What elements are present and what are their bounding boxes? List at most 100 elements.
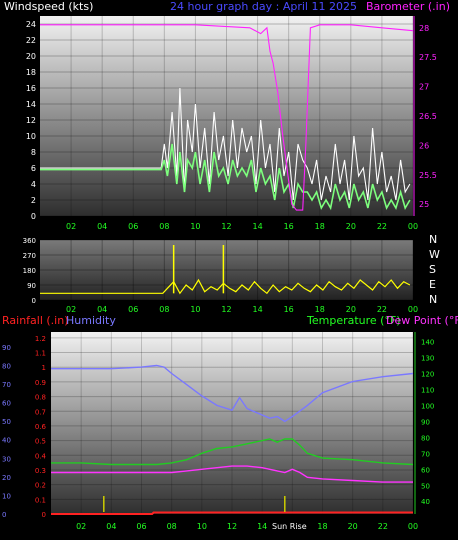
dir-y-tick: 90 — [27, 282, 36, 290]
panel2-plot — [40, 245, 411, 295]
wind-y-tick: 12 — [26, 116, 36, 125]
wind-y-tick: 6 — [31, 164, 36, 173]
humidity-y-tick: 0 — [2, 511, 6, 519]
temp-y-tick: 100 — [421, 402, 434, 410]
x-tick-label: 04 — [97, 305, 107, 314]
x-tick-label: 08 — [167, 522, 177, 531]
x-tick-label: 12 — [221, 305, 231, 314]
dewpoint-axis-label: Dew Point (°F) — [386, 314, 458, 327]
x-tick-label: 00 — [408, 222, 418, 231]
wind-y-tick: 20 — [26, 52, 36, 61]
direction-series-line — [40, 278, 411, 295]
baro-y-tick: 27.5 — [419, 53, 437, 62]
wind-y-tick: 14 — [26, 100, 36, 109]
x-tick-label: 06 — [128, 222, 138, 231]
wind-y-tick: 16 — [26, 84, 36, 93]
windspeed-axis-label: Windspeed (kts) — [4, 0, 93, 13]
sunrise-annotation: Sun Rise — [272, 522, 307, 531]
panel3-axes: 0 0.1 0.2 0.3 0.4 0.5 0.6 0.7 0.8 0.9 1 1.1 1.2 0 10 20… — [2, 332, 434, 519]
humidity-y-tick: 90 — [2, 344, 11, 352]
humidity-series-line — [51, 364, 414, 423]
panel2-axes: 0 90 180 270 360 — [23, 237, 36, 305]
rain-y-tick: 0.6 — [35, 423, 47, 431]
x-tick-label: 14 — [252, 222, 262, 231]
x-tick-label: 20 — [346, 222, 356, 231]
x-tick-label: 06 — [136, 522, 146, 531]
panel2-background — [40, 240, 413, 300]
x-tick-label: 10 — [190, 222, 200, 231]
x-tick-label: 14 — [252, 305, 262, 314]
panel1-axes: 0246810121416182022242525.52626.52727.52… — [26, 16, 437, 221]
x-tick-label: 06 — [128, 305, 138, 314]
dir-y-tick: 270 — [23, 252, 36, 260]
temp-y-tick: 130 — [421, 355, 434, 363]
humidity-y-tick: 50 — [2, 418, 11, 426]
rain-y-tick: 0.5 — [35, 438, 46, 446]
x-tick-label: 22 — [377, 222, 387, 231]
rain-y-tick: 0 — [42, 511, 46, 519]
wind-y-tick: 24 — [26, 20, 36, 29]
x-tick-label: 04 — [106, 522, 116, 531]
rain-y-tick: 1.1 — [35, 350, 46, 358]
humidity-y-tick: 10 — [2, 492, 11, 500]
x-tick-label: 02 — [76, 522, 86, 531]
wind-series-line — [40, 143, 411, 211]
temp-y-tick: 110 — [421, 386, 434, 394]
wind-y-tick: 0 — [31, 212, 36, 221]
temp-y-tick: 40 — [421, 498, 430, 506]
baro-y-tick: 25.5 — [419, 171, 437, 180]
humidity-y-tick: 80 — [2, 362, 11, 370]
wind-y-tick: 22 — [26, 36, 36, 45]
x-tick-label: 02 — [66, 222, 76, 231]
humidity-y-tick: 60 — [2, 400, 11, 408]
baro-y-tick: 28 — [419, 24, 429, 33]
panel3-background — [51, 332, 413, 514]
compass-label: W — [429, 248, 440, 261]
panel2-x-ticks: 02 04 06 08 10 12 14 16 18 20 22 00 — [66, 305, 418, 314]
x-tick-label: 18 — [315, 305, 325, 314]
x-tick-label: 00 — [408, 305, 418, 314]
rain-y-tick: 0.1 — [35, 496, 46, 504]
humidity-axis-label: Humidity — [66, 314, 116, 327]
barometer-axis-label: Barometer (.in) — [366, 0, 450, 13]
x-tick-label: 10 — [190, 305, 200, 314]
wind-y-tick: 2 — [31, 196, 36, 205]
x-tick-label: 20 — [348, 522, 358, 531]
x-tick-label: 08 — [159, 222, 169, 231]
x-tick-label: 18 — [317, 522, 327, 531]
x-tick-label: 22 — [377, 305, 387, 314]
gust-series-line — [40, 87, 411, 201]
rain-y-tick: 1 — [42, 364, 46, 372]
x-tick-label: 18 — [315, 222, 325, 231]
wind-y-tick: 8 — [31, 148, 36, 157]
panel3-x-ticks: 02 04 06 08 10 12 14 18 20 22 00 — [76, 522, 418, 531]
x-tick-label: 12 — [221, 222, 231, 231]
wind-y-tick: 10 — [26, 132, 36, 141]
rain-y-tick: 0.3 — [35, 467, 46, 475]
compass-label: N — [429, 233, 437, 246]
temp-series-line — [51, 438, 414, 466]
x-tick-label: 08 — [159, 305, 169, 314]
panel1-x-ticks: 02 04 06 08 10 12 14 16 18 20 22 00 — [66, 222, 418, 231]
rain-series-line — [51, 511, 413, 515]
humidity-y-tick: 70 — [2, 381, 11, 389]
rainfall-axis-label: Rainfall (.in) — [2, 314, 69, 327]
panel2-grid — [40, 239, 414, 301]
temp-y-tick: 60 — [421, 466, 430, 474]
temperature-axis-label: Temperature (°F) — [306, 314, 401, 327]
dir-y-tick: 180 — [23, 267, 36, 275]
humidity-y-tick: 40 — [2, 437, 11, 445]
rain-y-tick: 0.2 — [35, 482, 46, 490]
baro-y-tick: 27 — [419, 83, 429, 92]
humidity-y-tick: 30 — [2, 455, 11, 463]
rain-y-tick: 0.7 — [35, 408, 46, 416]
humidity-y-tick: 20 — [2, 474, 11, 482]
baro-y-tick: 26.5 — [419, 112, 437, 121]
wind-y-tick: 4 — [31, 180, 36, 189]
rain-y-tick: 0.4 — [35, 452, 47, 460]
x-tick-label: 16 — [284, 305, 294, 314]
rain-y-tick: 0.9 — [35, 379, 46, 387]
x-tick-label: 00 — [408, 522, 418, 531]
x-tick-label: 04 — [97, 222, 107, 231]
